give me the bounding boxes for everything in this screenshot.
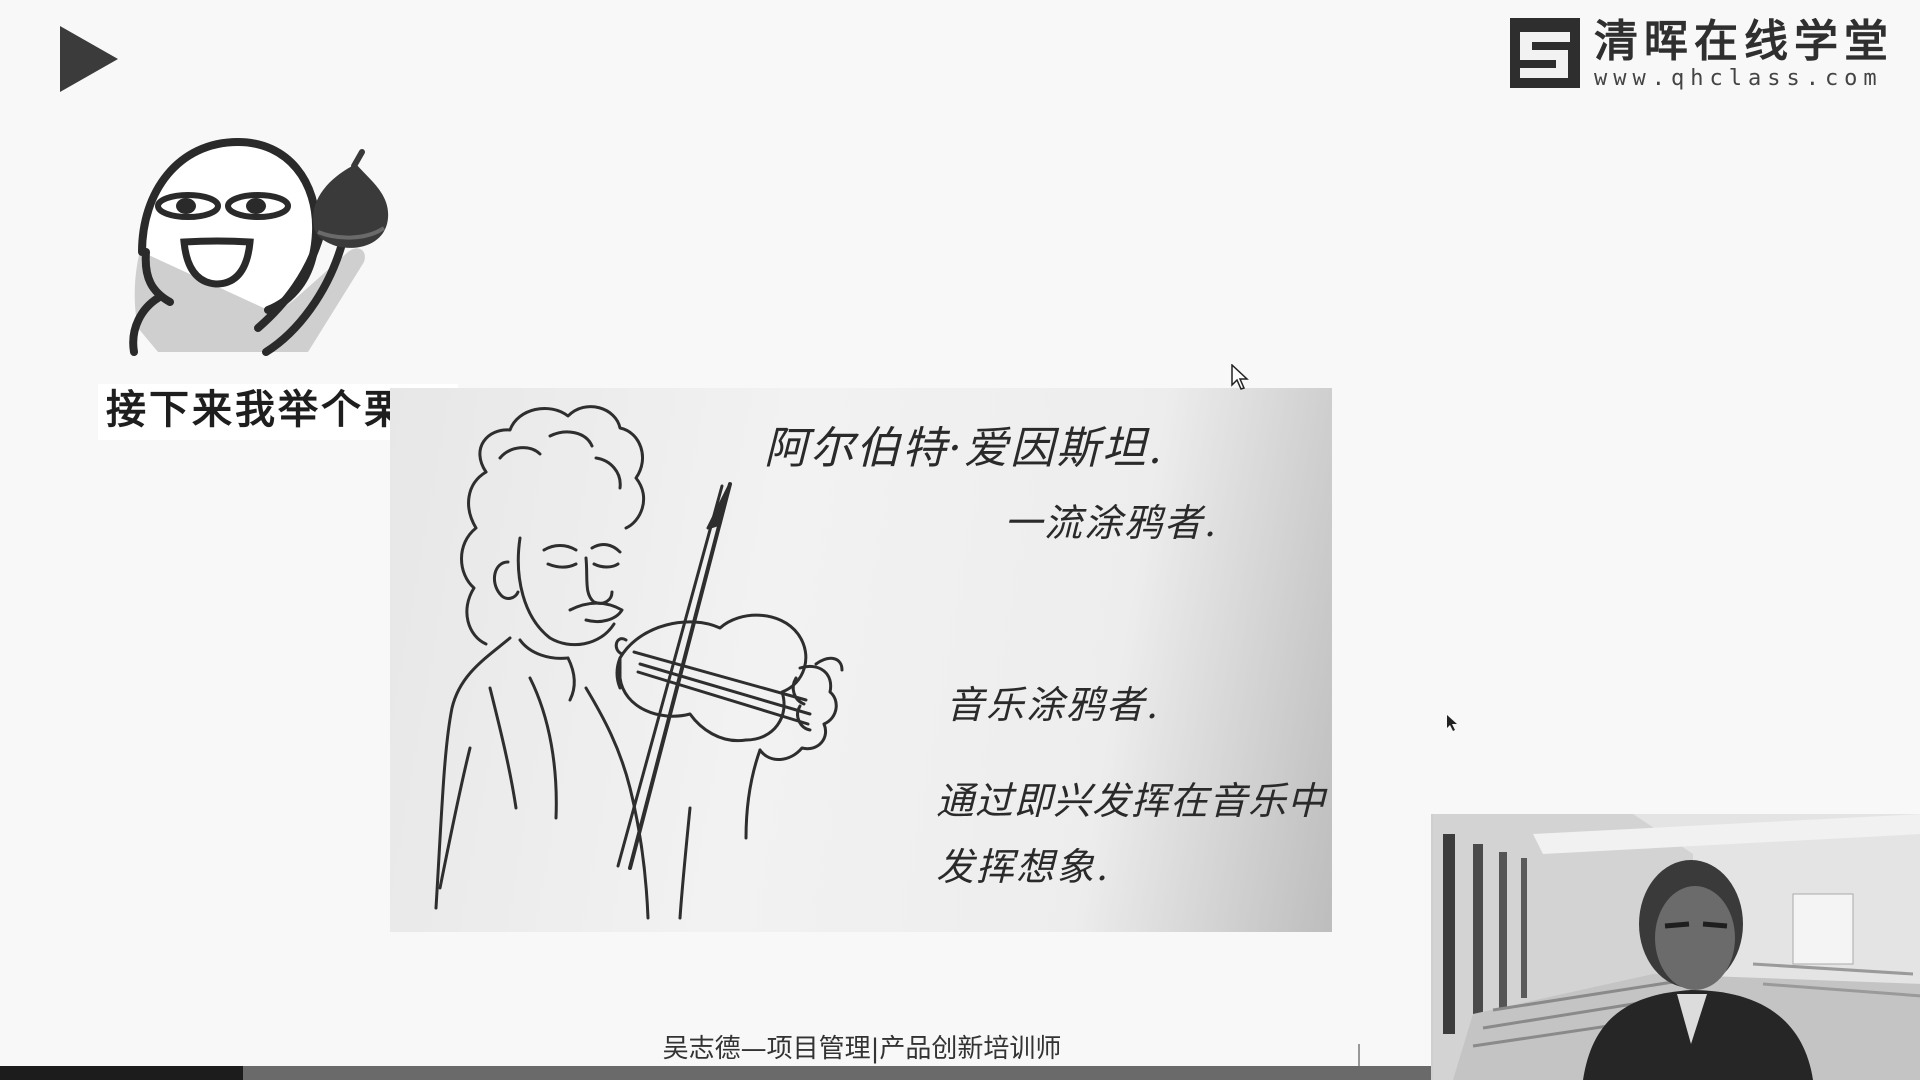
sketch-line: 发挥想象. [936,845,1111,889]
brand-url: www.qhclass.com [1594,66,1883,91]
sketch-line: 音乐涂鸦者. [946,683,1161,727]
brand-logo: 清晖在线学堂 www.qhclass.com [1510,18,1894,92]
video-progress-fill [0,1066,244,1080]
sketch-line: 通过即兴发挥在音乐中 [936,779,1327,823]
divider [1358,1044,1360,1066]
mouse-cursor-icon [1447,715,1457,731]
mouse-cursor-icon [1231,364,1249,390]
play-icon[interactable] [58,24,120,94]
classroom-video-frame [1433,814,1920,1080]
sketch-title-line: 阿尔伯特·爱因斯坦. [764,423,1164,474]
presenter-caption: 吴志德—项目管理|产品创新培训师 [662,1034,1062,1064]
sketch-line: 一流涂鸦者. [1004,501,1219,545]
violinist-drawing [434,405,844,920]
logo-icon [1510,18,1580,88]
presenter-webcam [1431,814,1920,1080]
brand-name: 清晖在线学堂 [1594,16,1894,67]
video-progress-bar[interactable] [0,1066,1431,1080]
einstein-sketch-image: 阿尔伯特·爱因斯坦. 一流涂鸦者. 音乐涂鸦者. 通过即兴发挥在音乐中 发挥想象… [390,388,1332,932]
meme-sticker-illustration [129,137,389,356]
